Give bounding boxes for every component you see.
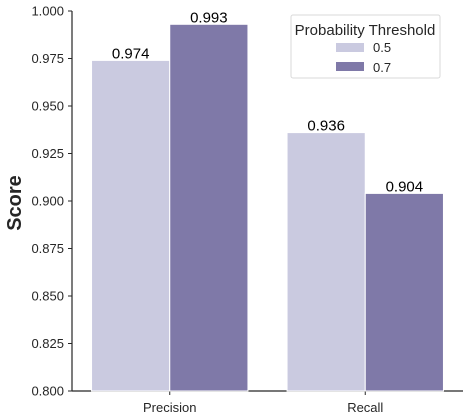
y-tick-label: 1.000 bbox=[31, 4, 64, 19]
x-tick-label-recall: Recall bbox=[347, 400, 383, 415]
x-axis: Precision Recall bbox=[72, 390, 463, 415]
y-tick-label: 0.950 bbox=[31, 99, 64, 114]
y-tick-label: 0.975 bbox=[31, 51, 64, 66]
y-axis: 0.800 0.825 0.850 0.875 0.900 0.925 0.950 0.975… bbox=[31, 4, 73, 399]
bar-precision-0.7 bbox=[169, 23, 249, 392]
bars bbox=[91, 23, 444, 392]
legend-title: Probability Threshold bbox=[295, 22, 436, 39]
x-tick-label-precision: Precision bbox=[143, 400, 196, 415]
bar-recall-0.7 bbox=[364, 192, 444, 392]
y-axis-label: Score bbox=[4, 175, 26, 231]
data-labels: 0.974 0.993 0.936 0.904 bbox=[112, 9, 423, 195]
legend-frame bbox=[290, 14, 441, 79]
legend-swatch-0.7 bbox=[336, 62, 364, 71]
y-tick-label: 0.850 bbox=[31, 289, 64, 304]
y-tick-label: 0.800 bbox=[31, 384, 64, 399]
bar-precision-0.5 bbox=[91, 59, 171, 392]
legend-label-0.5: 0.5 bbox=[373, 40, 391, 55]
y-tick-label: 0.875 bbox=[31, 241, 64, 256]
data-label-recall-0.5: 0.936 bbox=[307, 118, 345, 135]
bar-recall-0.5 bbox=[286, 132, 366, 392]
y-tick-label: 0.825 bbox=[31, 336, 64, 351]
y-tick-label: 0.900 bbox=[31, 194, 64, 209]
legend-label-0.7: 0.7 bbox=[373, 60, 391, 75]
data-label-recall-0.7: 0.904 bbox=[386, 178, 424, 195]
legend: Probability Threshold 0.5 0.7 bbox=[290, 14, 441, 79]
data-label-precision-0.7: 0.993 bbox=[190, 9, 228, 26]
y-tick-label: 0.925 bbox=[31, 146, 64, 161]
data-label-precision-0.5: 0.974 bbox=[112, 45, 150, 62]
legend-swatch-0.5 bbox=[336, 43, 364, 52]
